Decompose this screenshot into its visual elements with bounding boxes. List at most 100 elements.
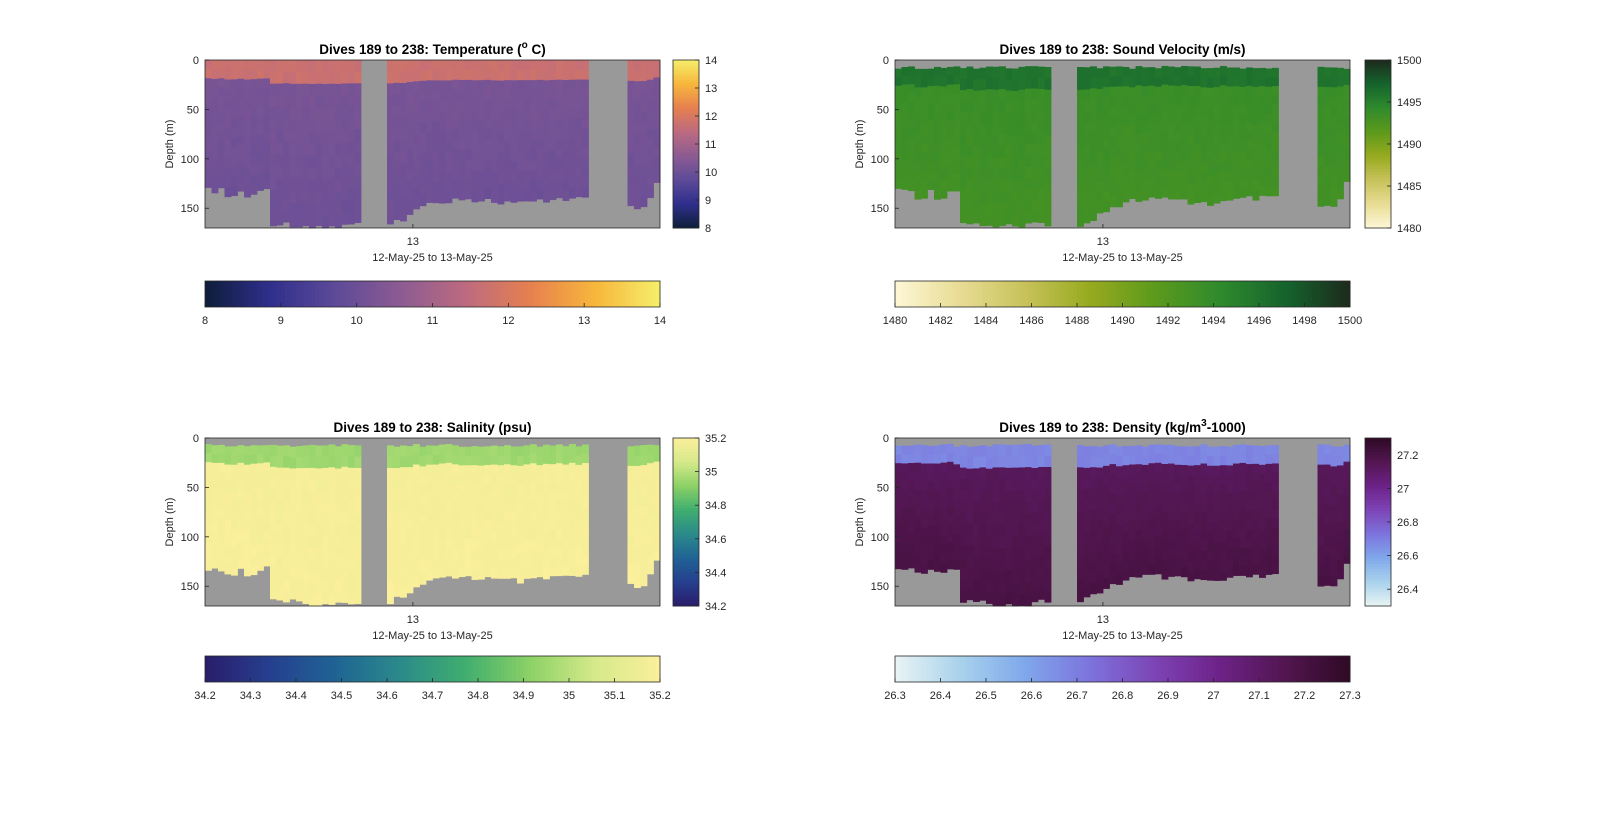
data-cell — [302, 166, 310, 179]
data-cell — [250, 482, 258, 492]
data-column — [1103, 445, 1110, 589]
data-cell — [1005, 558, 1013, 571]
data-cell — [517, 90, 524, 101]
colorbar-swatch — [1365, 474, 1391, 478]
data-cell — [1187, 446, 1195, 457]
data-cell — [263, 557, 271, 567]
data-cell — [640, 164, 648, 176]
colorbar-swatch — [489, 656, 494, 682]
data-cell — [1155, 189, 1162, 199]
data-column — [1038, 66, 1045, 223]
data-cell — [341, 455, 349, 468]
data-cell — [953, 102, 961, 112]
data-cell — [1090, 583, 1097, 595]
data-cell — [947, 146, 954, 157]
data-cell — [1174, 161, 1182, 172]
data-cell — [309, 144, 316, 157]
data-cell — [328, 581, 336, 594]
colorbar-swatch — [1365, 146, 1391, 151]
data-cell — [530, 180, 537, 192]
colorbar-swatch — [1202, 656, 1207, 682]
data-cell — [452, 445, 459, 456]
colorbar-swatch — [284, 281, 289, 307]
y-tick-label: 150 — [181, 581, 199, 593]
data-cell — [966, 66, 974, 79]
data-cell — [250, 60, 258, 70]
data-cell — [1135, 153, 1143, 164]
data-cell — [491, 445, 498, 456]
data-cell — [231, 446, 238, 456]
data-cell — [335, 95, 342, 109]
colorbar-swatch — [673, 166, 699, 170]
data-cell — [1155, 481, 1162, 491]
data-cell — [1181, 502, 1188, 512]
data-cell — [1077, 135, 1084, 148]
data-cell — [1005, 547, 1013, 559]
data-cell — [1337, 161, 1344, 172]
data-cell — [1142, 152, 1149, 163]
data-cell — [432, 511, 440, 522]
data-cell — [1031, 568, 1039, 580]
data-cell — [205, 507, 212, 517]
colorbar-swatch — [1365, 603, 1391, 607]
data-cell — [536, 69, 544, 81]
data-cell — [289, 501, 297, 513]
data-cell — [1181, 170, 1188, 181]
colorbar-swatch — [1304, 656, 1309, 682]
data-cell — [1129, 105, 1136, 116]
data-cell — [1207, 551, 1214, 562]
colorbar-swatch — [1365, 552, 1391, 557]
data-cell — [491, 455, 498, 465]
data-cell — [1343, 537, 1351, 547]
data-cell — [1155, 546, 1162, 556]
data-cell — [543, 483, 550, 494]
colorbar-swatch — [629, 656, 634, 682]
data-cell — [296, 60, 303, 73]
data-cell — [927, 481, 935, 491]
data-cell — [276, 118, 284, 132]
data-cell — [452, 540, 459, 551]
data-cell — [986, 180, 993, 192]
colorbar-swatch — [673, 494, 699, 498]
data-cell — [947, 164, 954, 174]
data-cell — [439, 172, 446, 184]
colorbar-tick-label: 8 — [705, 223, 711, 235]
data-column — [1259, 446, 1266, 578]
data-cell — [478, 550, 485, 561]
colorbar-swatch — [1160, 281, 1165, 307]
data-cell — [341, 545, 349, 558]
data-cell — [1018, 181, 1026, 194]
data-cell — [270, 83, 277, 96]
data-cell — [1265, 537, 1273, 548]
data-cell — [523, 549, 531, 560]
data-cell — [1083, 178, 1091, 190]
data-cell — [914, 462, 922, 473]
data-cell — [296, 468, 303, 480]
data-cell — [569, 490, 576, 501]
data-cell — [484, 464, 492, 475]
data-column — [1246, 67, 1253, 197]
data-cell — [1090, 165, 1097, 177]
data-cell — [1044, 545, 1052, 558]
data-cell — [1233, 170, 1240, 181]
data-column — [1083, 446, 1091, 598]
data-cell — [1116, 495, 1123, 507]
data-cell — [335, 546, 342, 559]
colorbar-swatch — [550, 656, 555, 682]
data-cell — [289, 71, 297, 85]
data-cell — [1122, 570, 1130, 581]
data-cell — [354, 199, 362, 212]
data-cell — [400, 106, 407, 118]
data-cell — [244, 548, 251, 558]
colorbar-swatch — [673, 197, 699, 201]
data-cell — [992, 478, 1000, 491]
data-cell — [1200, 502, 1208, 513]
data-cell — [647, 463, 654, 473]
data-cell — [934, 553, 941, 563]
colorbar-swatch — [1334, 281, 1340, 307]
data-cell — [471, 171, 479, 183]
data-cell — [406, 203, 414, 215]
data-cell — [250, 156, 258, 166]
data-cell — [296, 143, 303, 156]
data-cell — [270, 543, 277, 556]
